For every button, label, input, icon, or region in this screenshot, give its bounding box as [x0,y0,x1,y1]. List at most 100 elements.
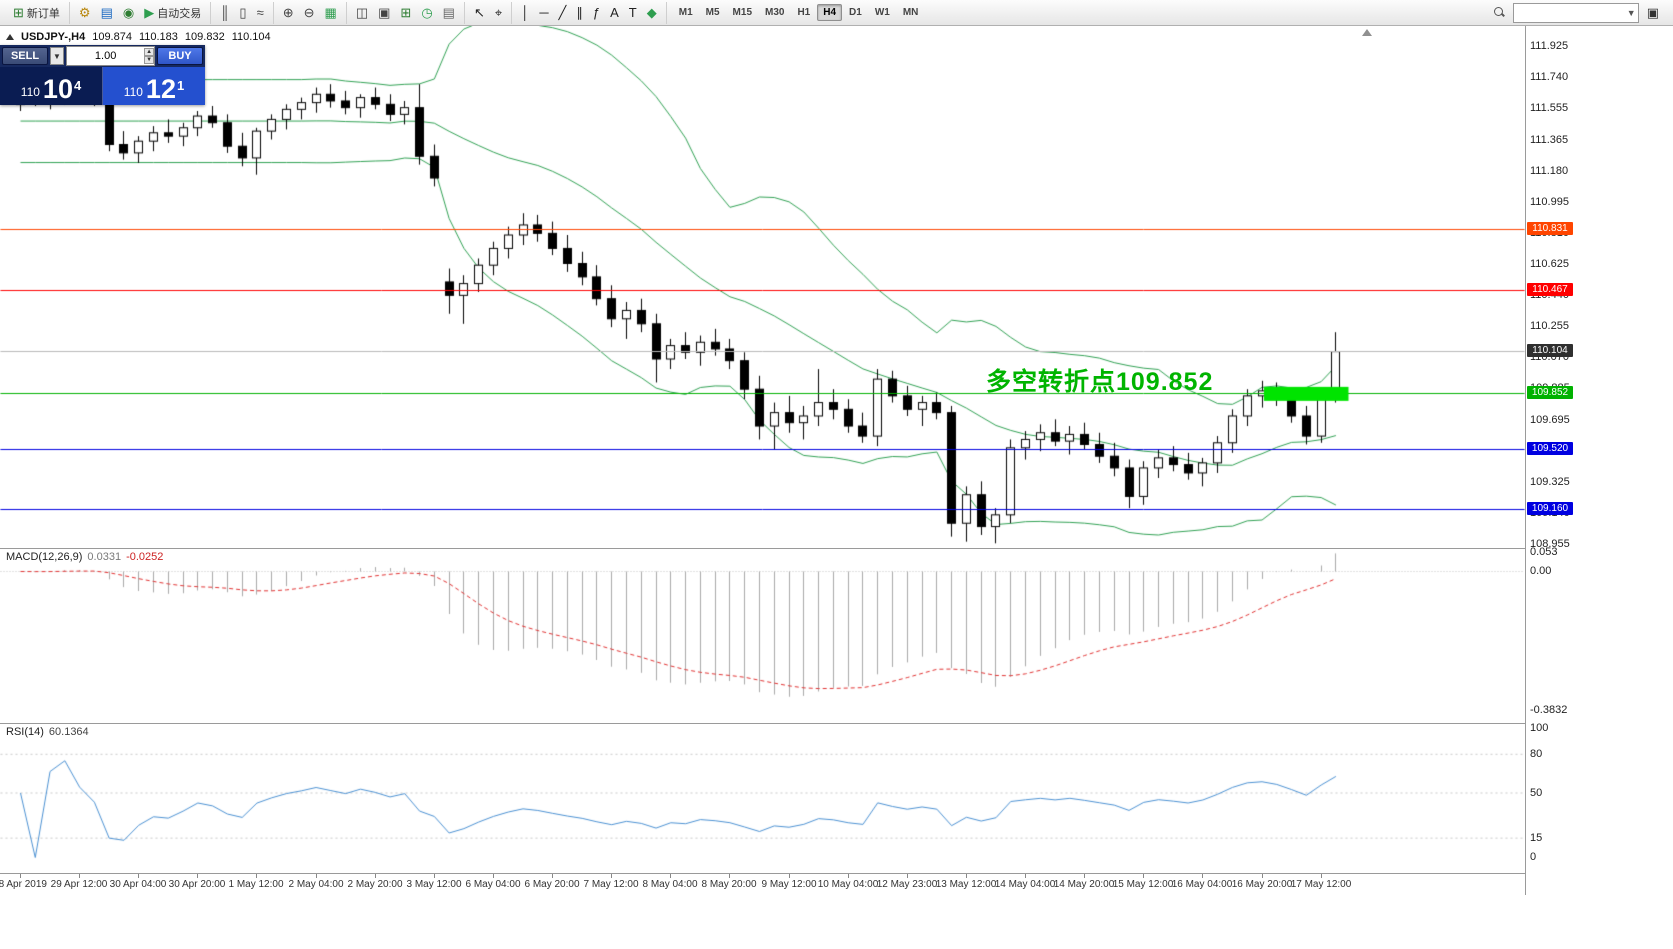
horizontal-line-button[interactable]: ─ [535,3,552,23]
cursor-button[interactable]: ↖ [470,3,489,23]
trendline-icon: ╱ [558,5,567,20]
rsi-tick-label: 15 [1530,831,1543,844]
volume-input[interactable] [67,50,145,62]
timeframe-m15-button[interactable]: M15 [727,4,758,21]
new-chart-button[interactable]: ⊞ [396,3,415,23]
timescale-separator [0,873,1673,874]
macd-separator[interactable] [0,548,1673,549]
price-level-badge: 110.831 [1527,222,1573,236]
cursor-icon: ↖ [473,5,485,20]
price-axis-separator [1525,26,1526,895]
chart-bars-icon: ║ [220,5,230,20]
price-level-badge: 110.467 [1527,283,1573,297]
rsi-canvas[interactable] [0,724,1525,873]
time-axis-label: 9 May 12:00 [761,879,817,890]
volume-dropdown-icon[interactable]: ▼ [50,47,64,65]
chart-shift-marker[interactable] [1362,29,1372,36]
time-axis-label: 2 May 20:00 [347,879,403,890]
data-window-button[interactable]: ◉ [119,3,138,23]
timeframe-mn-button[interactable]: MN [897,4,925,21]
cascade-windows-button[interactable]: ▣ [374,3,394,23]
rsi-tick-label: 80 [1530,747,1543,760]
equidistant-channel-icon: ∥ [576,5,583,20]
buy-button[interactable]: BUY [157,47,203,65]
tile-windows-icon: ◫ [355,5,369,20]
sell-price[interactable]: 110 10 4 [0,67,102,105]
main-chart-canvas[interactable] [0,26,1525,549]
symbol-name: USDJPY-,H4 [21,31,86,43]
fibonacci-icon: ƒ [592,5,601,20]
chart-line-button[interactable]: ≈ [253,3,268,23]
text-label-button[interactable]: T [625,3,641,23]
tile-windows-button[interactable]: ◫ [352,3,372,23]
price-axis[interactable]: 111.925 111.740 111.555 111.365 111.180 110.9… [1526,26,1673,895]
auto-trading-button[interactable]: ▶ 自动交易 [140,3,205,23]
timeframe-m5-button[interactable]: M5 [700,4,726,21]
ohlc-open: 109.874 [92,31,132,43]
toolbar: ⊞ 新订单 ⚙ ▤ ◉ ▶ 自动交易 ║ ▯ ≈ ⊕ ⊖ ▦ ◫ ▣ ⊞ ◷ ▤ ↖ ⌖ │ ─ ╱ ∥ ƒ A T ◆ M1 M5 M1… [0,0,1673,26]
price-level-badge: 109.160 [1527,502,1573,516]
text-label-icon: T [628,5,637,20]
period-clock-icon: ◷ [421,5,433,20]
rsi-tick-label: 100 [1530,722,1549,734]
auto-trading-icon: ▶ [144,5,155,20]
vertical-line-button[interactable]: │ [517,3,533,23]
zoom-out-button[interactable]: ⊖ [300,3,319,23]
volume-down-button[interactable]: ▼ [144,56,154,64]
time-axis-label: 16 May 04:00 [1171,879,1233,890]
timeframe-d1-button[interactable]: D1 [843,4,868,21]
auto-scroll-icon: ▦ [324,5,337,20]
chevron-down-icon[interactable]: ▼ [1626,7,1636,18]
one-click-toggle-icon[interactable] [6,34,14,40]
time-axis-label: 14 May 04:00 [994,879,1056,890]
timeframe-h4-button[interactable]: H4 [817,4,843,21]
rsi-title: RSI(14) 60.1364 [6,726,89,738]
price-tick-label: 109.325 [1530,475,1570,488]
ohlc-high: 110.183 [138,31,178,43]
price-level-badge: 109.852 [1527,386,1573,400]
volume-box: ▲ ▼ [66,46,155,66]
text-button[interactable]: A [606,3,623,23]
time-axis-label: 29 Apr 12:00 [50,879,108,890]
volume-up-button[interactable]: ▲ [144,48,154,56]
trendline-button[interactable]: ╱ [555,3,571,23]
time-axis-label: 7 May 12:00 [583,879,639,890]
search-input[interactable] [1515,5,1627,20]
pivot-annotation: 多空转折点109.852 [986,368,1214,396]
period-clock-button[interactable]: ◷ [417,3,436,23]
timeframe-m30-button[interactable]: M30 [759,4,790,21]
zoom-in-button[interactable]: ⊕ [279,3,298,23]
symbol-info: USDJPY-,H4 109.874 110.183 109.832 110.1… [6,31,271,43]
buy-price[interactable]: 110 12 1 [103,67,205,105]
rsi-separator[interactable] [0,723,1673,724]
macd-canvas[interactable] [0,549,1525,723]
shapes-button[interactable]: ◆ [643,3,661,23]
fibonacci-button[interactable]: ƒ [589,3,604,23]
time-axis-label: 15 May 12:00 [1112,879,1174,890]
vertical-line-icon: │ [521,5,530,20]
time-axis-label: 2 May 04:00 [288,879,344,890]
search-icon[interactable] [1490,1,1509,25]
price-tick-label: 111.180 [1530,164,1569,177]
chart-candles-button[interactable]: ▯ [235,3,250,23]
timeframe-m1-button[interactable]: M1 [673,4,699,21]
templates-button[interactable]: ▤ [439,3,459,23]
chart-bars-button[interactable]: ║ [216,3,233,23]
window-icon[interactable]: ▣ [1646,5,1659,20]
chart-candles-icon: ▯ [239,5,247,20]
price-tick-label: 110.995 [1530,195,1569,208]
indicator-list-button[interactable]: ⚙ [75,3,95,23]
macd-tick-label: 0.053 [1530,545,1558,558]
equidistant-channel-button[interactable]: ∥ [572,3,587,23]
sell-button[interactable]: SELL [2,47,48,65]
timeframe-w1-button[interactable]: W1 [869,4,896,21]
auto-scroll-button[interactable]: ▦ [321,3,341,23]
time-axis-label: 17 May 12:00 [1290,879,1352,890]
crosshair-button[interactable]: ⌖ [491,3,506,23]
timeframe-h1-button[interactable]: H1 [791,4,816,21]
profiles-button[interactable]: ▤ [97,3,117,23]
crosshair-icon: ⌖ [494,5,503,20]
new-order-button[interactable]: ⊞ 新订单 [9,3,64,23]
price-tick-label: 111.740 [1530,70,1569,83]
